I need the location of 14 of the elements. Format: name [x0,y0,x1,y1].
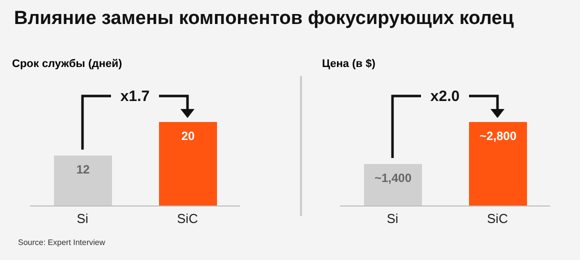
data-label: ~2,800 [479,129,517,143]
x-tick-label: Si [386,211,398,226]
chart-subtitle: Цена (в $) [322,58,376,72]
x-tick-label: Si [76,211,88,226]
text: x1.7 [120,88,150,105]
x-tick-label: SiC [487,211,508,226]
data-label: 20 [181,129,195,143]
data-label: 12 [76,162,90,177]
chart-title: Влияние замены компонентов фокусирующих колец [14,8,514,30]
chart-subtitle: Срок службы (дней) [12,58,124,72]
text: x2.0 [430,88,460,105]
data-label: ~1,400 [374,171,412,185]
x-tick-label: SiC [177,211,198,226]
source-note: Source: Expert Interview [18,238,106,247]
